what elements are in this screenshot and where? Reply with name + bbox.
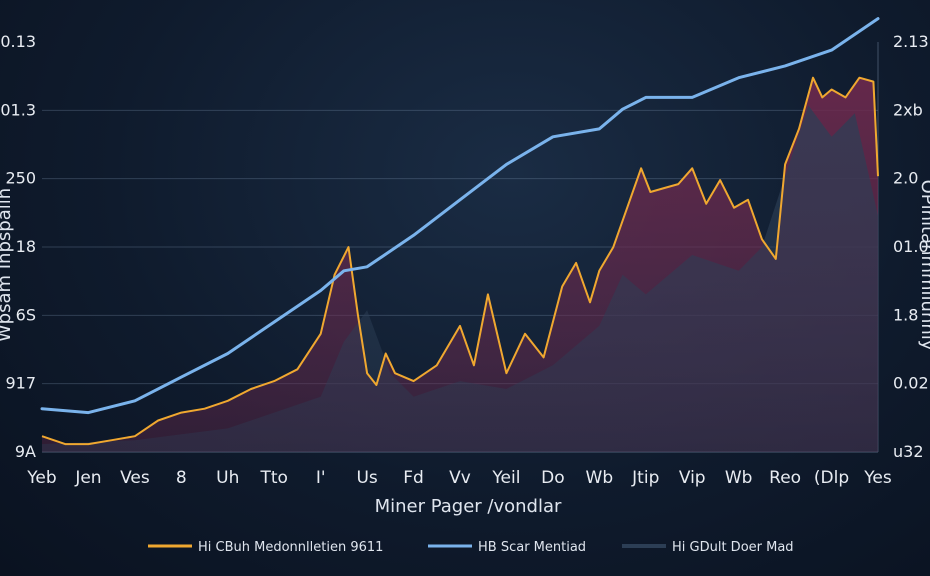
- x-tick: Wb: [586, 468, 614, 488]
- y-axis-title-left: Wpsam Ihpspaiih: [0, 188, 15, 342]
- y-tick-left: 917: [5, 374, 36, 393]
- series-line-1: [40, 17, 880, 415]
- x-ticks: Yeb Jen Ves 8 Uh Tto I' Us Fd Vv Yeil Do Wb Jtip Vip Wb…: [26, 468, 892, 488]
- x-tick: Reo: [769, 468, 801, 488]
- y-tick-left: 01.3: [0, 100, 36, 119]
- x-tick: Jen: [74, 468, 101, 488]
- x-tick: Jtip: [631, 468, 659, 488]
- legend: Hi CBuh Medonnlletien 9611 HB Scar Mentia…: [148, 540, 794, 555]
- x-tick: 8: [176, 468, 187, 488]
- series-areas: [42, 77, 878, 453]
- x-tick: I': [316, 468, 326, 488]
- y-tick-right: 2.13: [893, 32, 929, 51]
- y-tick-right: 2.0: [893, 169, 918, 188]
- y-axis-title-right: OPlnitahmmliunniy: [917, 180, 930, 351]
- y-tick-left: 9A: [15, 442, 36, 461]
- y-tick-left: 0.13: [0, 32, 36, 51]
- x-tick: Do: [541, 468, 565, 488]
- y-tick-right: 01.0: [893, 237, 929, 256]
- x-tick: Vip: [679, 468, 706, 488]
- series-area-2: [42, 105, 878, 453]
- y-tick-right: u32: [893, 442, 924, 461]
- x-tick: Ves: [120, 468, 150, 488]
- x-tick: Yes: [863, 468, 892, 488]
- y-tick-left: 250: [5, 169, 36, 188]
- series-line-0: [41, 76, 879, 446]
- y-tick-left: 18: [16, 237, 36, 256]
- series-lines: [40, 17, 880, 446]
- legend-label: Hi CBuh Medonnlletien 9611: [198, 540, 383, 555]
- x-tick: Us: [356, 468, 377, 488]
- y-tick-right: 0.02: [893, 374, 929, 393]
- x-tick: Yeb: [26, 468, 56, 488]
- y-ticks-right: u32 0.02 1.8 01.0 2.0 2xb 2.13: [893, 32, 929, 461]
- y-ticks-left: 9A 917 6S 18 250 01.3 0.13: [0, 32, 36, 461]
- x-tick: Fd: [403, 468, 424, 488]
- x-tick: (Dlp: [814, 468, 849, 488]
- y-tick-left: 6S: [16, 305, 36, 324]
- x-tick: Tto: [259, 468, 287, 488]
- y-tick-right: 1.8: [893, 305, 918, 324]
- x-tick: Uh: [216, 468, 239, 488]
- x-tick: Vv: [449, 468, 471, 488]
- x-axis-title: Miner Pager /vondlar: [375, 496, 562, 517]
- x-tick: Yeil: [491, 468, 520, 488]
- legend-label: Hi GDult Doer Mad: [672, 540, 794, 555]
- x-tick: Wb: [725, 468, 753, 488]
- y-tick-right: 2xb: [893, 100, 923, 119]
- legend-label: HB Scar Mentiad: [478, 540, 586, 555]
